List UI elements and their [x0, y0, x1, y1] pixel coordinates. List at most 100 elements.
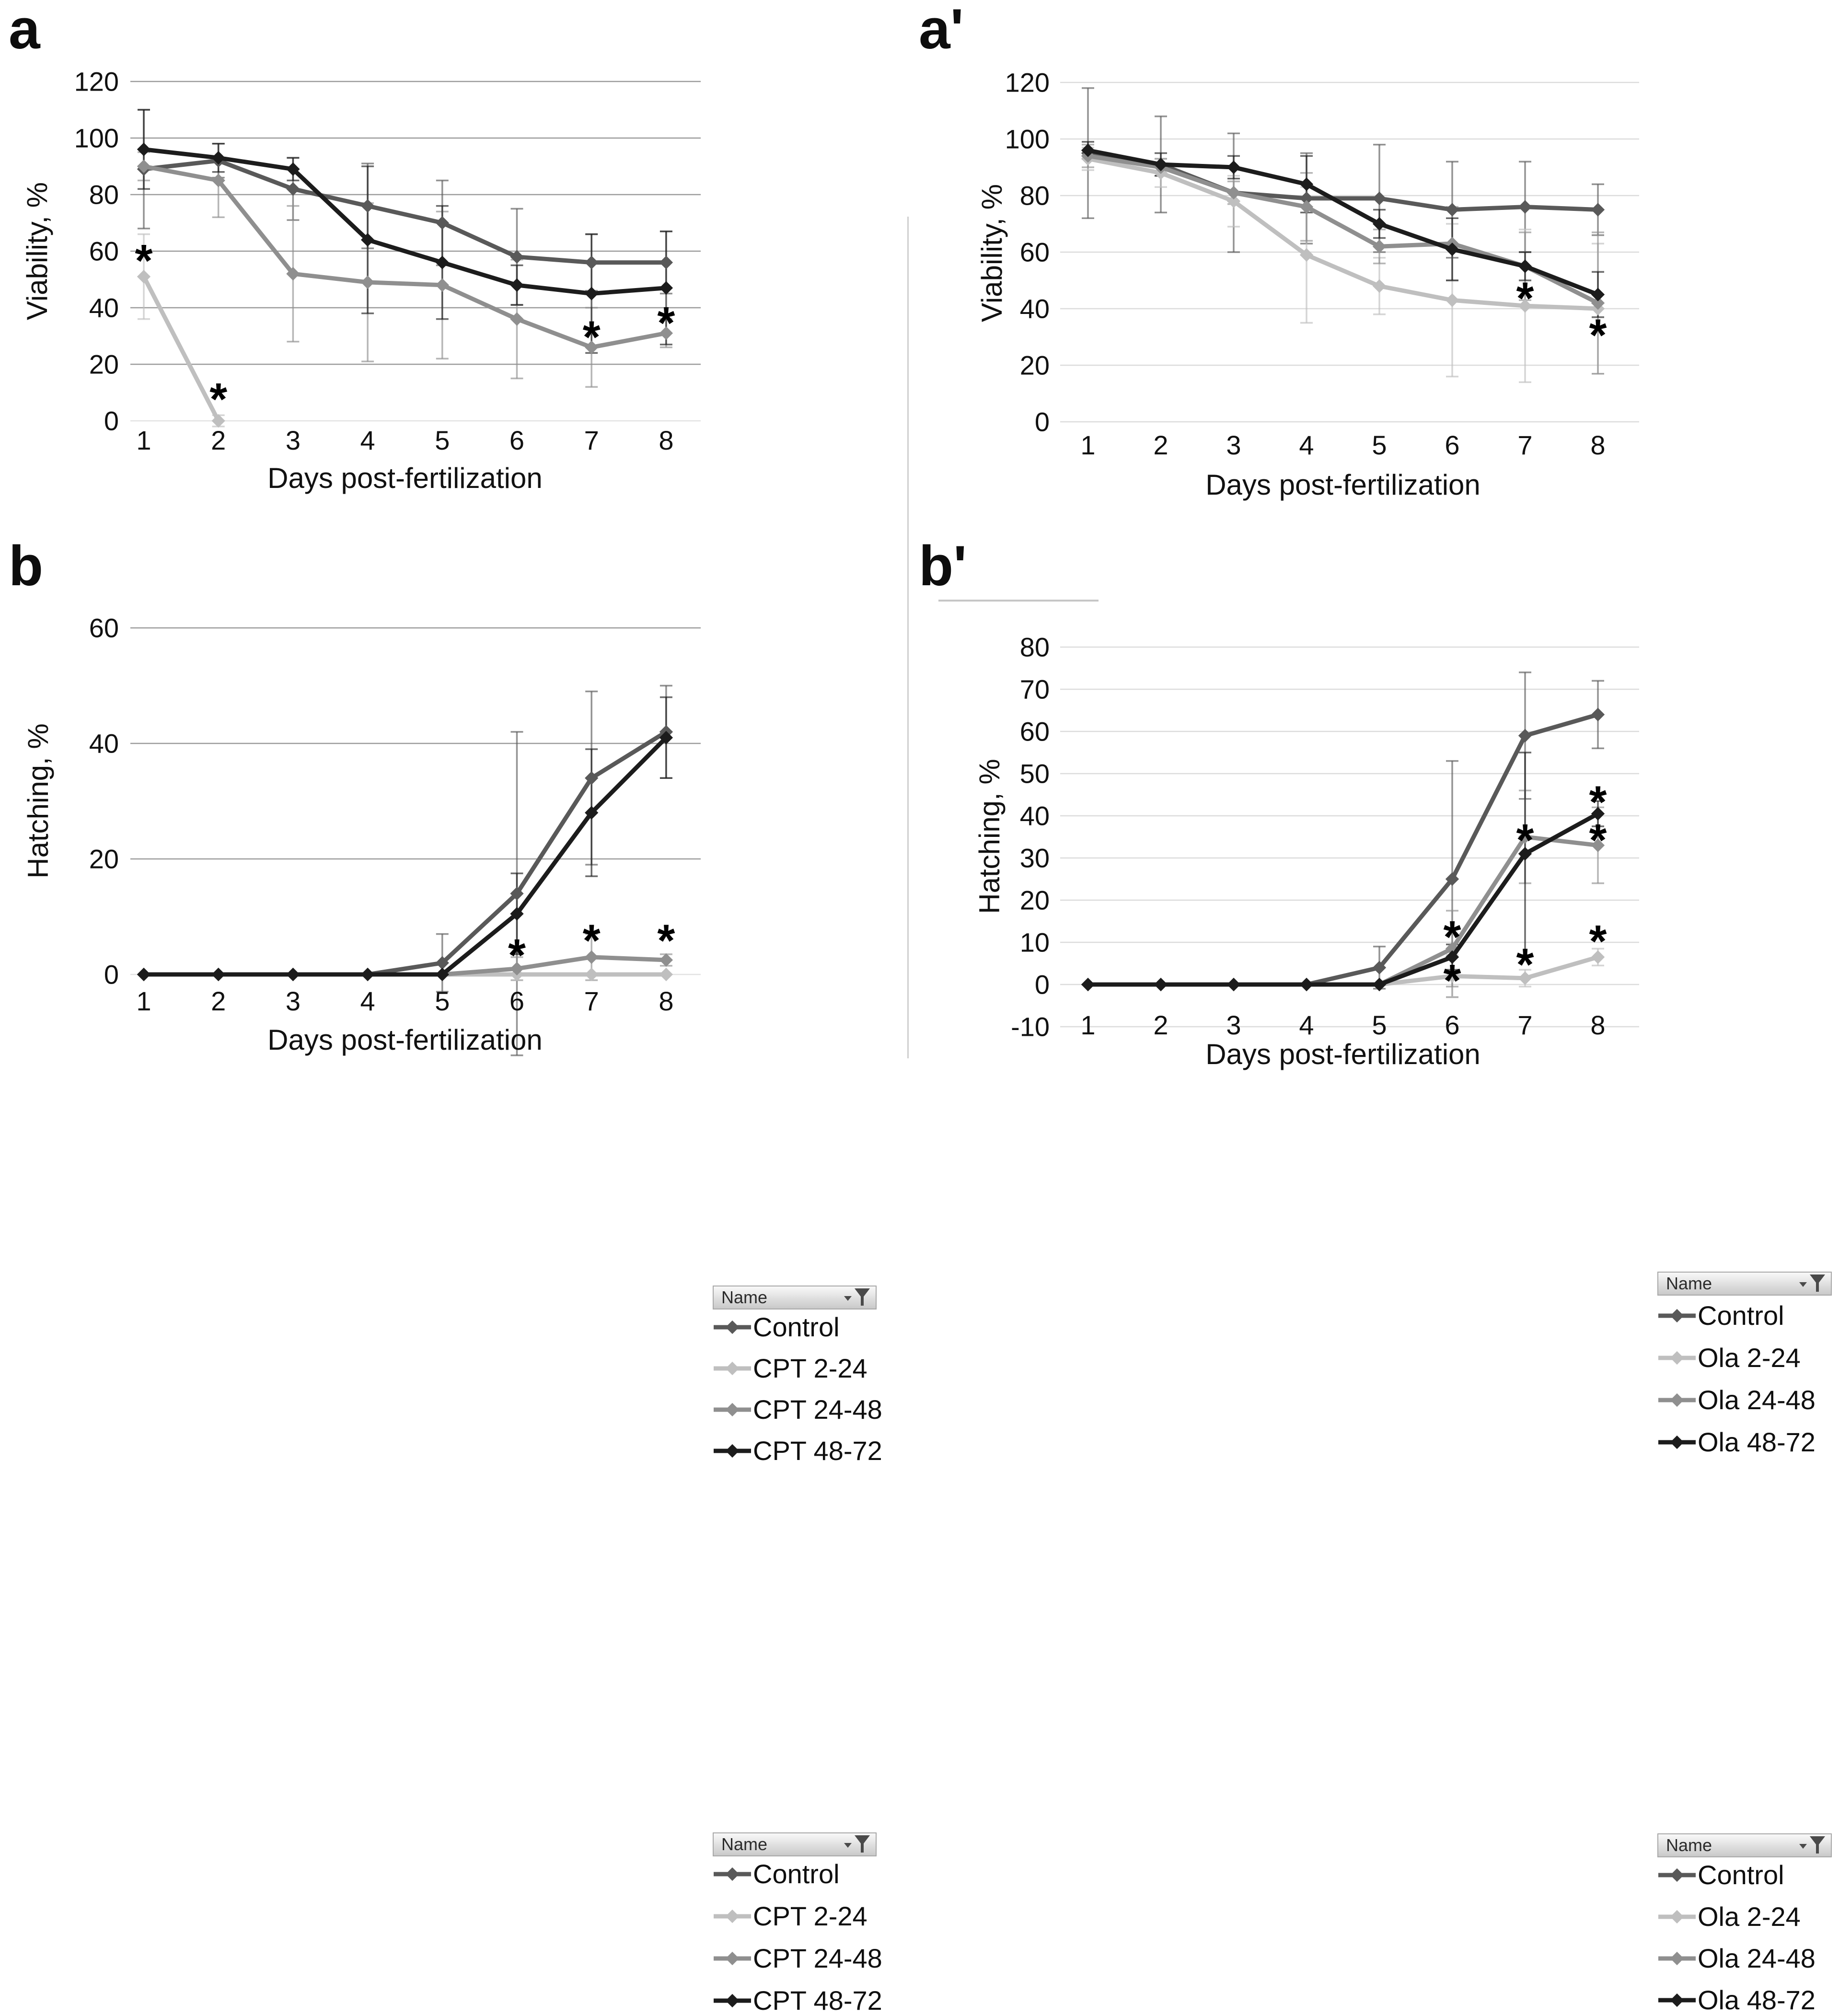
- data-point-marker: [585, 771, 599, 785]
- filter-button[interactable]: [1798, 1274, 1826, 1294]
- data-point-marker: [1372, 217, 1387, 231]
- data-point-marker: [585, 967, 599, 982]
- legend-item-label: Ola 48-72: [1698, 1427, 1816, 1457]
- data-point-marker: [137, 967, 151, 982]
- data-point-marker: [1518, 200, 1532, 214]
- data-point-marker: [585, 950, 599, 964]
- y-axis-title: Viability, %: [21, 182, 53, 320]
- data-point-marker: [510, 312, 524, 326]
- legend-item-ola-48-72: Ola 48-72: [1657, 1984, 1832, 2016]
- series-markers-ola-48-72: [1081, 807, 1605, 992]
- x-tick-label: 3: [1226, 430, 1241, 460]
- y-tick-label: 30: [1020, 843, 1050, 873]
- x-tick-label: 6: [509, 425, 524, 455]
- panel-b-chart: 60 40 20 0 * * * 1 2 3 4 5 6 7 8 Days post-fertilizatio…: [22, 613, 701, 1056]
- legend-item-cpt-2-24: CPT 2-24: [713, 1353, 877, 1384]
- y-tick-label: -10: [1011, 1012, 1050, 1042]
- x-tick-label: 2: [1153, 1010, 1168, 1040]
- legend-swatch: [1657, 1434, 1697, 1450]
- data-point-marker: [1081, 977, 1095, 992]
- data-point-marker: [510, 907, 524, 921]
- series-markers-ola-48-72: [1081, 143, 1605, 301]
- legend-item-ola-2-24: Ola 2-24: [1657, 1342, 1832, 1373]
- legend-swatch: [1657, 1909, 1697, 1925]
- legend-item-label: Ola 24-48: [1698, 1943, 1816, 1973]
- data-point-marker: [1591, 296, 1605, 310]
- significance-asterisks: * * *: [508, 915, 675, 981]
- legend-swatch: [713, 1993, 752, 2009]
- data-point-marker: [1518, 299, 1532, 313]
- filter-button[interactable]: [1798, 1835, 1826, 1855]
- x-tick-label: 5: [1372, 1010, 1387, 1040]
- data-point-marker: [1372, 961, 1387, 974]
- y-tick-label: 60: [1020, 717, 1050, 747]
- data-point-marker: [510, 887, 524, 901]
- x-tick-label: 8: [659, 986, 673, 1016]
- y-axis-title: Hatching, %: [22, 723, 54, 879]
- legend-item-cpt-48-72: CPT 48-72: [713, 1985, 882, 2016]
- asterisk-annotation: *: [135, 235, 153, 286]
- asterisk-annotation: *: [583, 915, 601, 966]
- x-axis-title: Days post-fertilization: [1205, 469, 1480, 501]
- x-tick-label: 2: [1153, 430, 1168, 460]
- y-tick-label: 70: [1020, 674, 1050, 705]
- asterisk-annotation: *: [1444, 912, 1461, 962]
- data-point-marker: [211, 151, 225, 165]
- legend-item-label: Control: [753, 1859, 840, 1889]
- legend-swatch: [1657, 1867, 1697, 1883]
- legend-header: Name: [1657, 1272, 1832, 1296]
- legend-swatch: [713, 1402, 752, 1418]
- data-point-marker: [585, 340, 599, 354]
- asterisk-annotation: *: [1516, 815, 1534, 866]
- significance-asterisks: **: [1516, 273, 1607, 361]
- data-point-marker: [1591, 203, 1605, 217]
- filter-funnel-icon: [1799, 1836, 1825, 1854]
- filter-funnel-icon: [844, 1288, 870, 1306]
- data-point-marker: [1299, 200, 1314, 214]
- legend-item-label: Ola 24-48: [1698, 1385, 1816, 1415]
- data-point-marker: [1226, 185, 1241, 200]
- y-tick-label: 40: [1020, 801, 1050, 831]
- legend-swatch: [713, 1319, 752, 1335]
- filter-button[interactable]: [843, 1834, 871, 1854]
- filter-button[interactable]: [843, 1287, 871, 1308]
- y-tick-label: 20: [89, 349, 119, 380]
- filter-funnel-icon: [1799, 1274, 1825, 1292]
- data-point-marker: [1518, 830, 1532, 844]
- legend-item-label: CPT 24-48: [753, 1394, 882, 1425]
- data-point-marker: [1445, 203, 1459, 217]
- x-tick-label: 1: [136, 425, 151, 455]
- y-tick-label: 100: [1005, 124, 1050, 154]
- data-point-marker: [1445, 242, 1459, 256]
- legend-swatch: [1657, 1308, 1697, 1324]
- legend-item-ola-24-48: Ola 24-48: [1657, 1943, 1832, 1974]
- x-tick-label: 6: [1445, 430, 1459, 460]
- legend-item-label: CPT 24-48: [753, 1943, 882, 1973]
- legend-header: Name: [713, 1832, 877, 1856]
- data-point-marker: [1154, 977, 1168, 992]
- x-tick-label: 7: [1517, 430, 1532, 460]
- data-point-marker: [435, 956, 449, 970]
- data-point-marker: [435, 967, 449, 982]
- y-tick-label: 40: [89, 729, 119, 759]
- y-tick-label: 80: [89, 180, 119, 210]
- gridlines: 120 100 80 60 40 20 0: [74, 67, 701, 436]
- data-point-marker: [286, 267, 300, 281]
- x-tick-label: 2: [211, 986, 226, 1016]
- y-tick-label: 0: [104, 406, 119, 436]
- legend-swatch: [1657, 1350, 1697, 1366]
- data-point-marker: [211, 174, 225, 187]
- data-point-marker: [1299, 191, 1314, 206]
- x-tick-label: 2: [211, 425, 226, 455]
- data-point-marker: [659, 953, 673, 967]
- y-tick-label: 20: [1020, 885, 1050, 915]
- series-line-cpt-48-72: [141, 147, 669, 296]
- x-tick-label: 5: [435, 986, 450, 1016]
- data-point-marker: [659, 967, 673, 982]
- series-line-ola-48-72: [1086, 148, 1600, 297]
- panel-label-a: a: [9, 0, 40, 61]
- data-point-marker: [1226, 194, 1241, 208]
- data-point-marker: [585, 255, 599, 269]
- legend-item-cpt-48-72: CPT 48-72: [713, 1435, 882, 1466]
- data-point-marker: [1372, 977, 1387, 992]
